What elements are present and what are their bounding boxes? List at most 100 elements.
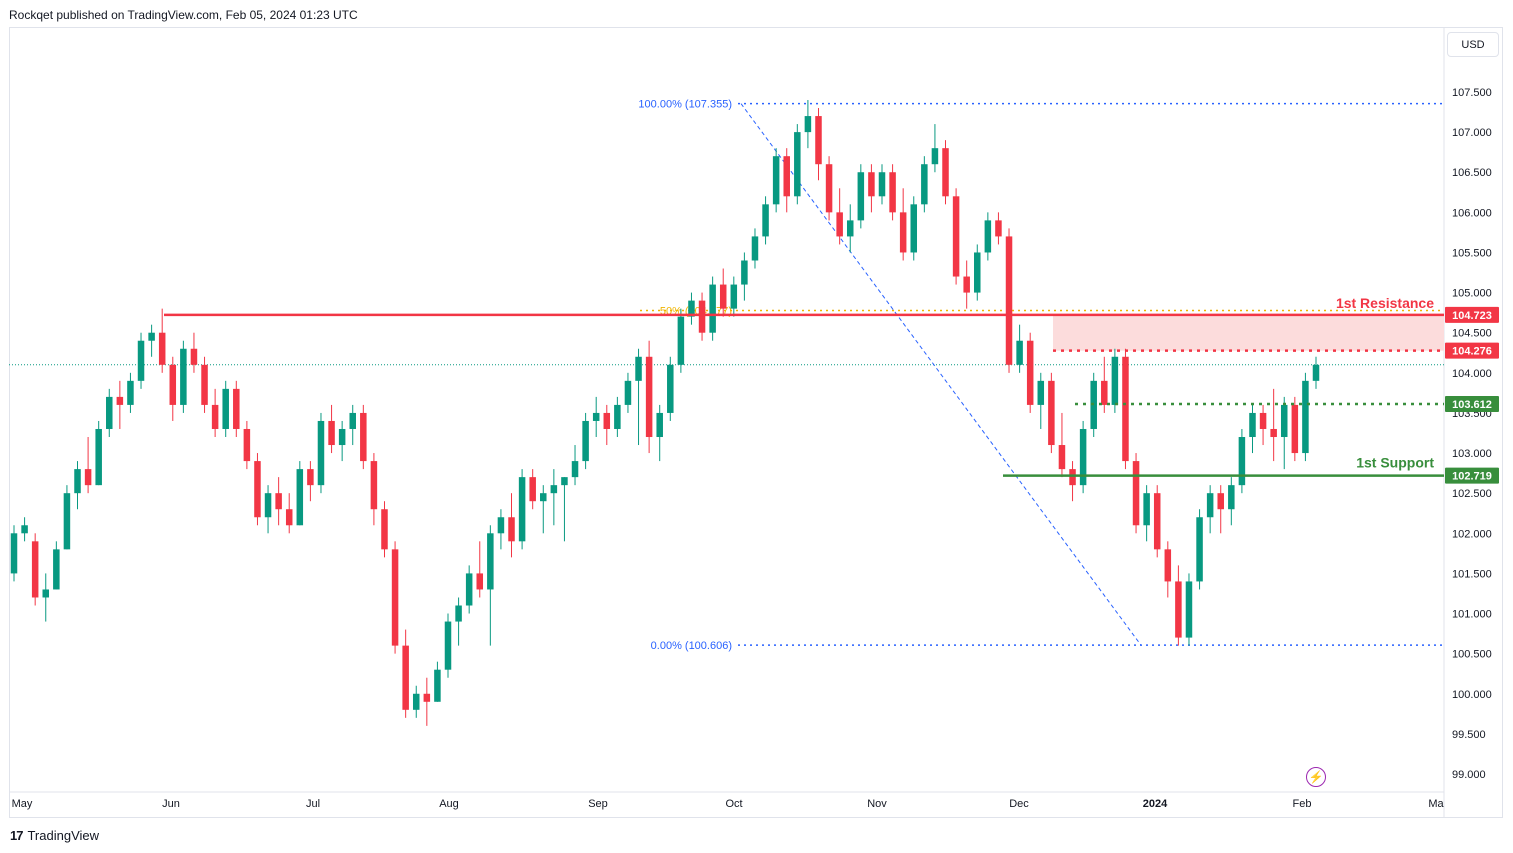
candle-body — [698, 300, 706, 333]
candle-body — [804, 116, 812, 133]
candle-body — [1132, 461, 1140, 526]
price-tag-label: 104.723 — [1452, 310, 1492, 322]
candle-body — [307, 469, 314, 486]
candle-body — [233, 388, 240, 429]
candle-body — [995, 220, 1002, 237]
candle-body — [794, 132, 801, 197]
candle-body — [1280, 404, 1288, 438]
candle-body — [349, 412, 356, 429]
candle-body — [1228, 485, 1235, 510]
candle-body — [370, 461, 378, 510]
price-tag — [1445, 306, 1499, 323]
candle-body — [275, 493, 282, 510]
candle-body — [889, 172, 896, 213]
candle-body — [1302, 380, 1309, 454]
candle-body — [984, 220, 992, 253]
y-tick-label: 107.500 — [1452, 87, 1492, 99]
x-tick-label: Oct — [725, 798, 742, 810]
candle-body — [465, 573, 473, 606]
y-tick-label: 102.000 — [1452, 528, 1492, 540]
candle-body — [211, 404, 219, 429]
candle-body — [751, 236, 759, 261]
candle-body — [1079, 428, 1087, 486]
candle-body — [1005, 236, 1013, 365]
candle-body — [137, 340, 145, 381]
currency-button[interactable]: USD — [1447, 32, 1499, 57]
candle-body — [487, 533, 494, 590]
price-tag-label: 104.276 — [1452, 346, 1492, 358]
candle-body — [338, 428, 346, 446]
candle-body — [614, 404, 621, 429]
candle-body — [434, 669, 441, 702]
y-tick-label: 100.500 — [1452, 649, 1492, 661]
candle-body — [148, 332, 155, 341]
candle-body — [868, 172, 875, 197]
candle-body — [762, 204, 769, 237]
candle-body — [1217, 493, 1224, 510]
candle-body — [942, 148, 949, 197]
candle-body — [455, 605, 462, 622]
fib-level-label: 0.00% (100.606) — [651, 640, 732, 652]
x-tick-label: Aug — [439, 798, 459, 810]
y-tick-label: 99.500 — [1452, 729, 1486, 741]
candle-body — [180, 348, 187, 405]
candle-body — [709, 284, 716, 333]
y-tick-label: 102.500 — [1452, 488, 1492, 500]
x-tick-label: 2024 — [1143, 798, 1168, 810]
candle-body — [508, 517, 515, 542]
fib-level-label: 100.00% (107.355) — [638, 99, 732, 111]
x-tick-label: May — [12, 798, 33, 810]
candle-body — [783, 156, 790, 197]
price-tag — [1445, 395, 1499, 412]
candle-body — [582, 420, 589, 462]
x-tick-label: Jul — [306, 798, 320, 810]
candle-body — [53, 549, 60, 590]
candle-body — [1175, 581, 1182, 638]
candle-body — [74, 469, 81, 494]
candle-body — [1196, 517, 1203, 582]
candle-body — [10, 533, 18, 574]
candle-body — [1016, 340, 1023, 365]
tradingview-brand[interactable]: 17 TradingView — [10, 826, 99, 844]
candle-body — [1249, 412, 1256, 438]
candle-body — [1291, 404, 1299, 454]
candle-body — [815, 116, 822, 165]
candle-body — [857, 172, 865, 221]
candle-body — [899, 212, 907, 253]
support-label: 1st Support — [1356, 455, 1434, 471]
candle-body — [21, 525, 28, 534]
candle-body — [931, 148, 939, 165]
price-tag-label: 103.612 — [1452, 399, 1492, 411]
candle-body — [518, 477, 526, 542]
candle-body — [444, 621, 452, 670]
lightning-icon[interactable]: ⚡ — [1306, 767, 1326, 787]
candle-body — [296, 469, 304, 526]
tradingview-logo-icon: 17 — [10, 827, 24, 843]
candle-body — [1270, 428, 1277, 438]
y-tick-label: 101.000 — [1452, 609, 1492, 621]
y-tick-label: 107.000 — [1452, 127, 1492, 139]
candle-body — [1026, 340, 1034, 405]
candle-body — [667, 364, 674, 413]
brand-label: TradingView — [27, 827, 100, 843]
price-tag-label: 102.719 — [1452, 471, 1492, 483]
candle-body — [1164, 549, 1172, 582]
candle-body — [222, 388, 229, 429]
candle-body — [603, 412, 611, 429]
candle-body — [285, 509, 293, 526]
candle-body — [412, 693, 420, 710]
candle-body — [1037, 380, 1045, 405]
y-tick-label: 105.000 — [1452, 288, 1492, 300]
candle-body — [1259, 412, 1267, 429]
candle-body — [719, 284, 727, 309]
candle-body — [328, 420, 335, 446]
candle-body — [592, 412, 600, 421]
candle-body — [1058, 445, 1066, 470]
candle-body — [836, 212, 843, 237]
candle-body — [381, 509, 388, 550]
candle-body — [190, 348, 198, 365]
candle-body — [95, 428, 102, 486]
candle-body — [476, 573, 484, 590]
candle-body — [635, 356, 642, 381]
